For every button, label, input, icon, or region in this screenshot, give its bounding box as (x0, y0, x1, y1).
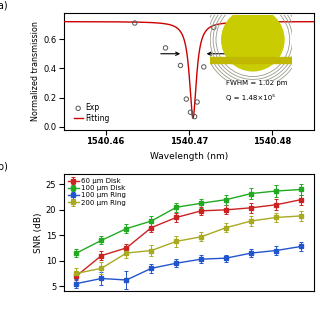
Text: Q = 1.48×10⁵: Q = 1.48×10⁵ (226, 94, 275, 101)
Line: Fitting: Fitting (64, 22, 314, 118)
Fitting (307, 20, 311, 24)
Text: FWHM = 1.02 pm: FWHM = 1.02 pm (226, 80, 288, 86)
Fitting (312, 20, 316, 24)
Exp (211, 25, 216, 30)
Exp (178, 63, 183, 68)
Fitting (105, 20, 109, 24)
Exp (201, 64, 206, 69)
Exp (236, 20, 241, 26)
Fitting (169, 23, 172, 27)
Legend: 60 μm Disk, 100 μm Disk, 100 μm Ring, 200 μm Ring: 60 μm Disk, 100 μm Disk, 100 μm Ring, 20… (68, 178, 126, 206)
Y-axis label: SNR (dB): SNR (dB) (34, 212, 43, 253)
Exp (132, 20, 137, 26)
Fitting (91, 20, 94, 24)
Exp (163, 45, 168, 51)
Y-axis label: Normalized transmission: Normalized transmission (31, 21, 40, 121)
Exp (184, 97, 189, 102)
Fitting (62, 20, 66, 24)
Exp (192, 114, 197, 119)
Fitting (280, 20, 284, 24)
Exp (195, 100, 200, 105)
Fitting (158, 21, 162, 25)
Exp (188, 110, 193, 115)
Fitting (191, 116, 195, 120)
Text: (b): (b) (0, 162, 8, 172)
X-axis label: Wavelength (nm): Wavelength (nm) (150, 152, 228, 161)
Text: (a): (a) (0, 0, 8, 11)
Legend: Exp, Fitting: Exp, Fitting (73, 103, 110, 124)
